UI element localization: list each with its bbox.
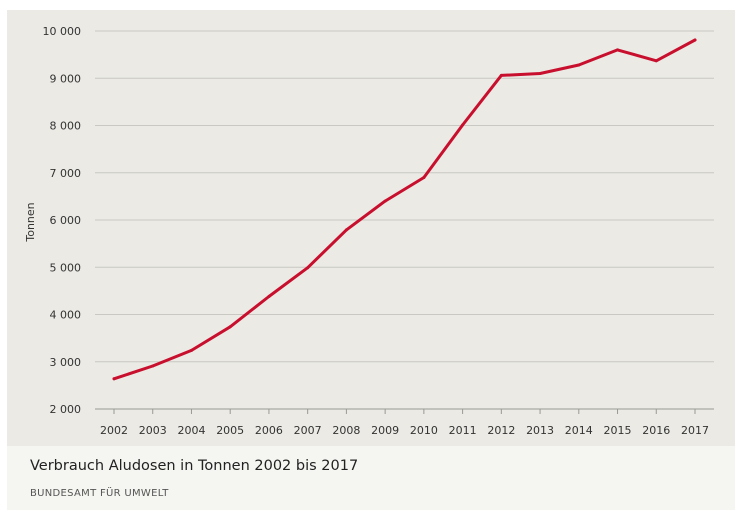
x-tick-label: 2005 [216, 424, 244, 437]
x-axis: 2002 2003 2004 2005 2006 2007 2008 2009 2010 2011… [95, 408, 714, 437]
y-axis: 2 000 3 000 4 000 5 000 6 000 7 000 8 000 9 000… [43, 25, 82, 416]
y-tick-label: 7 000 [50, 167, 82, 180]
data-point [344, 228, 348, 232]
chart-figure: 2 000 3 000 4 000 5 000 6 000 7 000 8 000 9 000… [7, 10, 735, 510]
data-point [306, 266, 310, 270]
y-tick-label: 9 000 [50, 72, 82, 85]
data-point [383, 199, 387, 203]
x-tick-label: 2012 [487, 424, 515, 437]
data-point [422, 175, 426, 179]
data-point [228, 325, 232, 329]
data-point [461, 123, 465, 127]
data-point [189, 348, 193, 352]
data-point [654, 59, 658, 63]
x-tick-label: 2008 [332, 424, 360, 437]
chart-source: BUNDESAMT FÜR UMWELT [30, 488, 169, 499]
data-point [616, 48, 620, 52]
x-tick-label: 2016 [642, 424, 670, 437]
x-tick-label: 2011 [449, 424, 477, 437]
x-tick-label: 2003 [139, 424, 167, 437]
data-point [693, 38, 697, 42]
x-tick-label: 2002 [100, 424, 128, 437]
data-point [112, 377, 116, 381]
chart-title: Verbrauch Aludosen in Tonnen 2002 bis 20… [30, 458, 359, 474]
series-layer [112, 38, 697, 381]
caption-panel: Verbrauch Aludosen in Tonnen 2002 bis 20… [7, 446, 735, 510]
y-tick-label: 6 000 [50, 214, 82, 227]
y-tick-label: 10 000 [43, 25, 82, 38]
x-tick-label: 2009 [371, 424, 399, 437]
x-tick-label: 2017 [681, 424, 709, 437]
series-line [112, 38, 697, 381]
line-chart: 2 000 3 000 4 000 5 000 6 000 7 000 8 000 9 000… [24, 25, 714, 437]
y-axis-title: Tonnen [24, 202, 37, 242]
x-tick-label: 2004 [177, 424, 205, 437]
y-tick-label: 2 000 [50, 403, 82, 416]
y-tick-label: 8 000 [50, 120, 82, 133]
x-tick-label: 2013 [526, 424, 554, 437]
x-tick-label: 2014 [565, 424, 593, 437]
data-point [538, 72, 542, 76]
y-tick-label: 3 000 [50, 356, 82, 369]
y-tick-label: 5 000 [50, 261, 82, 274]
plot-area: 2 000 3 000 4 000 5 000 6 000 7 000 8 000 9 000… [7, 10, 735, 446]
x-tick-label: 2007 [294, 424, 322, 437]
x-tick-label: 2010 [410, 424, 438, 437]
data-point [267, 295, 271, 299]
x-tick-label: 2006 [255, 424, 283, 437]
data-point [151, 364, 155, 368]
y-tick-label: 4 000 [50, 309, 82, 322]
data-point [499, 73, 503, 77]
data-point [577, 63, 581, 67]
gridlines [95, 30, 714, 363]
x-tick-label: 2015 [604, 424, 632, 437]
